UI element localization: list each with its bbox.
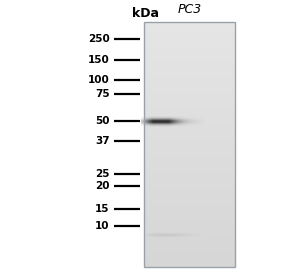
Bar <box>144 22 235 267</box>
Text: 15: 15 <box>95 204 110 214</box>
Text: PC3: PC3 <box>177 3 202 16</box>
Text: 20: 20 <box>95 182 110 191</box>
Text: kDa: kDa <box>132 7 159 20</box>
Text: 150: 150 <box>88 55 110 65</box>
Text: 50: 50 <box>95 116 110 127</box>
Text: 10: 10 <box>95 221 110 231</box>
Text: 37: 37 <box>95 136 110 146</box>
Text: 100: 100 <box>88 75 110 85</box>
Text: 250: 250 <box>88 34 110 44</box>
Text: 75: 75 <box>95 89 110 99</box>
Text: 25: 25 <box>95 169 110 179</box>
